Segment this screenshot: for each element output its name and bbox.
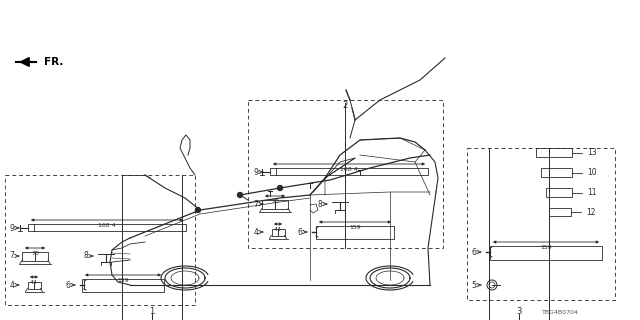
Circle shape [195, 207, 200, 212]
Text: TBG4B0704: TBG4B0704 [541, 309, 579, 315]
Text: 6: 6 [65, 281, 70, 290]
Text: 44: 44 [30, 279, 38, 284]
Text: 3: 3 [516, 307, 522, 316]
Text: 8: 8 [84, 252, 88, 260]
Bar [546, 188, 572, 197]
Text: 168 4: 168 4 [340, 166, 358, 172]
Bar [490, 246, 602, 260]
Text: 8: 8 [317, 199, 323, 209]
Text: 10: 10 [587, 168, 596, 177]
Bar [536, 148, 572, 157]
Circle shape [278, 186, 282, 190]
Text: 159: 159 [540, 244, 552, 250]
Text: 6: 6 [298, 228, 303, 236]
Bar [271, 228, 285, 236]
Text: 44: 44 [274, 227, 282, 231]
Text: 70: 70 [31, 251, 39, 255]
Text: 12: 12 [586, 207, 595, 217]
Bar [28, 224, 186, 231]
Text: 9: 9 [253, 167, 259, 177]
Bar [5, 175, 195, 305]
Text: 7: 7 [10, 252, 15, 260]
Text: 168 4: 168 4 [98, 222, 116, 228]
Text: 7: 7 [253, 199, 259, 209]
Bar [248, 100, 443, 248]
Text: 6: 6 [472, 247, 476, 257]
Text: 159: 159 [117, 277, 129, 283]
Text: 13: 13 [587, 148, 596, 157]
Bar [262, 199, 288, 209]
Bar [549, 208, 571, 216]
Bar [82, 279, 164, 292]
Text: FR.: FR. [44, 57, 63, 67]
Text: 5: 5 [472, 281, 476, 290]
Bar [22, 252, 48, 260]
Text: 70: 70 [271, 198, 279, 204]
Text: 2: 2 [342, 100, 348, 109]
Text: 159: 159 [349, 225, 361, 229]
Text: 4: 4 [10, 281, 15, 290]
Text: 11: 11 [587, 188, 596, 197]
Text: 9: 9 [10, 223, 15, 233]
Bar [28, 282, 40, 289]
Circle shape [237, 193, 243, 197]
Bar [467, 148, 615, 300]
Bar [316, 226, 394, 239]
Bar [541, 168, 572, 177]
Bar [270, 168, 428, 175]
Text: 4: 4 [253, 228, 259, 236]
Text: 1: 1 [149, 307, 155, 316]
